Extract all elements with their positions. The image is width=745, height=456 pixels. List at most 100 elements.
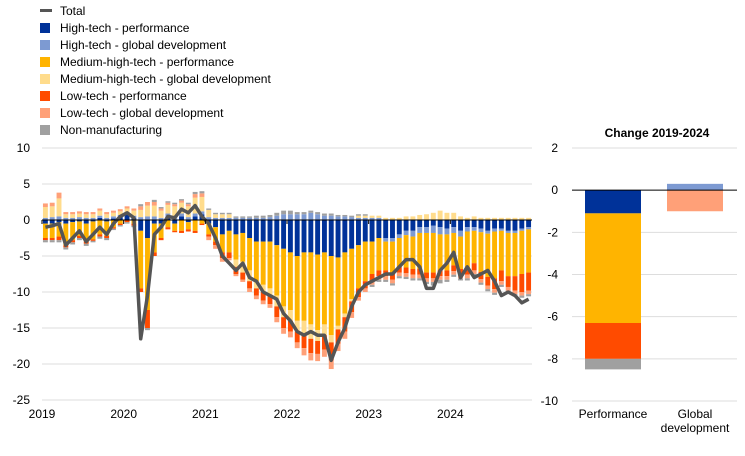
bar-lt_glob-2024-09 bbox=[505, 286, 511, 291]
right-category-label: Performance bbox=[579, 407, 648, 421]
bar-lt_perf-2023-05 bbox=[396, 266, 402, 273]
bar-ht_perf-2024-10 bbox=[512, 220, 518, 231]
bar-mht_perf-2021-09 bbox=[260, 241, 266, 285]
bar-nonman-2022-05 bbox=[315, 212, 321, 215]
bar-lt_glob-2021-03 bbox=[219, 258, 225, 262]
bar-ht_perf-2021-12 bbox=[281, 220, 287, 249]
bar-lt_perf-2019-09 bbox=[97, 234, 103, 237]
bar-ht_perf-2023-09 bbox=[424, 220, 429, 228]
right-bar-nonman-0 bbox=[585, 358, 641, 370]
bar-mht_perf-2020-04 bbox=[145, 238, 150, 310]
bar-nonman-2022-11 bbox=[356, 214, 361, 216]
legend-swatch-ht_glob bbox=[40, 39, 50, 50]
bar-lt_perf-2020-12 bbox=[199, 223, 205, 226]
bar-nonman-2022-12 bbox=[362, 214, 368, 216]
bar-ht_glob-2021-07 bbox=[247, 217, 253, 220]
bar-ht_perf-2023-01 bbox=[369, 220, 375, 242]
bar-mht_glob-2019-09 bbox=[97, 210, 103, 216]
right-y-tick-label: -4 bbox=[547, 268, 558, 282]
bar-lt_perf-2019-01 bbox=[42, 238, 48, 241]
bar-mht_glob-2024-01 bbox=[451, 212, 457, 220]
left-x-tick-label: 2024 bbox=[437, 407, 464, 421]
bar-mht_perf-2024-09 bbox=[505, 232, 511, 277]
bar-lt_perf-2024-12 bbox=[526, 272, 532, 291]
bar-nonman-2020-07 bbox=[165, 201, 171, 203]
bar-ht_glob-2021-11 bbox=[274, 215, 280, 220]
bar-mht_perf-2024-07 bbox=[492, 231, 498, 279]
bar-lt_perf-2020-08 bbox=[172, 230, 178, 233]
bar-ht_glob-2020-05 bbox=[151, 216, 157, 220]
bar-lt_perf-2023-09 bbox=[424, 272, 429, 279]
bar-nonman-2021-03 bbox=[219, 212, 225, 215]
bar-mht_glob-2022-02 bbox=[294, 320, 300, 332]
bar-mht_glob-2019-12 bbox=[117, 211, 123, 215]
bar-ht_perf-2024-08 bbox=[498, 220, 504, 229]
bar-mht_perf-2022-02 bbox=[294, 256, 300, 321]
bar-lt_perf-2019-12 bbox=[117, 223, 123, 226]
bar-lt_glob-2021-12 bbox=[281, 328, 287, 334]
bar-lt_glob-2019-05 bbox=[70, 212, 76, 215]
bar-ht_glob-2023-02 bbox=[376, 217, 382, 220]
bar-ht_perf-2022-07 bbox=[328, 220, 334, 256]
bar-lt_glob-2024-08 bbox=[498, 281, 504, 285]
bar-lt_perf-2023-10 bbox=[430, 272, 436, 279]
left-x-tick-label: 2023 bbox=[355, 407, 382, 421]
bar-ht_perf-2022-02 bbox=[294, 220, 300, 256]
bar-nonman-2021-11 bbox=[274, 212, 280, 216]
bar-ht_glob-2024-06 bbox=[485, 230, 491, 234]
bar-ht_glob-2024-12 bbox=[526, 227, 532, 230]
left-y-tick-label: -5 bbox=[19, 249, 30, 263]
bar-mht_glob-2024-06 bbox=[485, 217, 491, 220]
bar-mht_glob-2019-05 bbox=[70, 214, 76, 218]
bar-mht_glob-2020-01 bbox=[124, 208, 130, 213]
bar-lt_glob-2019-04 bbox=[63, 212, 69, 215]
bar-ht_glob-2022-03 bbox=[301, 214, 307, 220]
bar-lt_glob-2023-10 bbox=[430, 278, 436, 282]
bar-mht_glob-2020-02 bbox=[131, 210, 137, 216]
bar-nonman-2019-08 bbox=[90, 240, 96, 243]
bar-ht_perf-2023-10 bbox=[430, 220, 436, 226]
bar-mht_glob-2022-12 bbox=[362, 215, 368, 218]
bar-ht_glob-2022-11 bbox=[356, 217, 361, 220]
bar-mht_glob-2024-11 bbox=[519, 217, 525, 220]
legend-label-ht_perf: High-tech - performance bbox=[60, 20, 190, 35]
bar-lt_perf-2023-06 bbox=[403, 267, 409, 274]
right-axes: 2 0 -2 -4 -6 -8 -10 Performance Global developmen… bbox=[541, 141, 737, 435]
bar-mht_glob-2024-07 bbox=[492, 217, 498, 220]
bar-nonman-2019-10 bbox=[104, 238, 110, 241]
left-bars bbox=[42, 191, 532, 370]
bar-ht_glob-2024-08 bbox=[498, 228, 504, 231]
bar-mht_glob-2024-12 bbox=[526, 217, 532, 220]
bar-nonman-2024-01 bbox=[451, 274, 457, 277]
legend-swatch-mht_perf bbox=[40, 56, 50, 67]
bar-lt_perf-2024-08 bbox=[498, 270, 504, 282]
left-y-tick-label: 10 bbox=[17, 141, 31, 155]
bar-mht_glob-2019-11 bbox=[111, 212, 116, 217]
bar-mht_perf-2023-01 bbox=[369, 241, 375, 274]
legend-swatch-total bbox=[40, 9, 52, 12]
right-bar-ht_perf-0 bbox=[585, 190, 641, 214]
bar-lt_glob-2019-07 bbox=[83, 212, 89, 215]
bar-lt_perf-2022-06 bbox=[321, 335, 327, 350]
bar-nonman-2022-09 bbox=[342, 214, 348, 217]
bar-mht_glob-2024-08 bbox=[498, 217, 504, 220]
bar-mht_glob-2023-10 bbox=[430, 212, 436, 220]
bar-nonman-2021-12 bbox=[281, 210, 287, 215]
bar-ht_glob-2022-10 bbox=[349, 217, 355, 220]
bar-mht_perf-2019-01 bbox=[42, 223, 48, 238]
bar-nonman-2021-02 bbox=[213, 212, 218, 215]
bar-lt_glob-2019-02 bbox=[49, 202, 55, 207]
bar-mht_perf-2019-10 bbox=[104, 221, 110, 236]
bar-ht_perf-2020-10 bbox=[185, 220, 191, 223]
bar-ht_glob-2021-04 bbox=[226, 217, 232, 220]
bar-ht_glob-2024-02 bbox=[458, 230, 463, 237]
right-y-tick-label: -8 bbox=[547, 352, 558, 366]
bar-lt_perf-2019-05 bbox=[70, 240, 76, 243]
bar-lt_perf-2021-06 bbox=[240, 272, 246, 280]
bar-mht_perf-2022-08 bbox=[335, 257, 341, 326]
bar-ht_glob-2019-08 bbox=[90, 217, 96, 220]
bar-ht_perf-2020-09 bbox=[179, 216, 184, 220]
bar-ht_glob-2022-05 bbox=[315, 214, 321, 220]
bar-mht_perf-2019-12 bbox=[117, 220, 123, 224]
bar-nonman-2024-07 bbox=[492, 292, 498, 295]
